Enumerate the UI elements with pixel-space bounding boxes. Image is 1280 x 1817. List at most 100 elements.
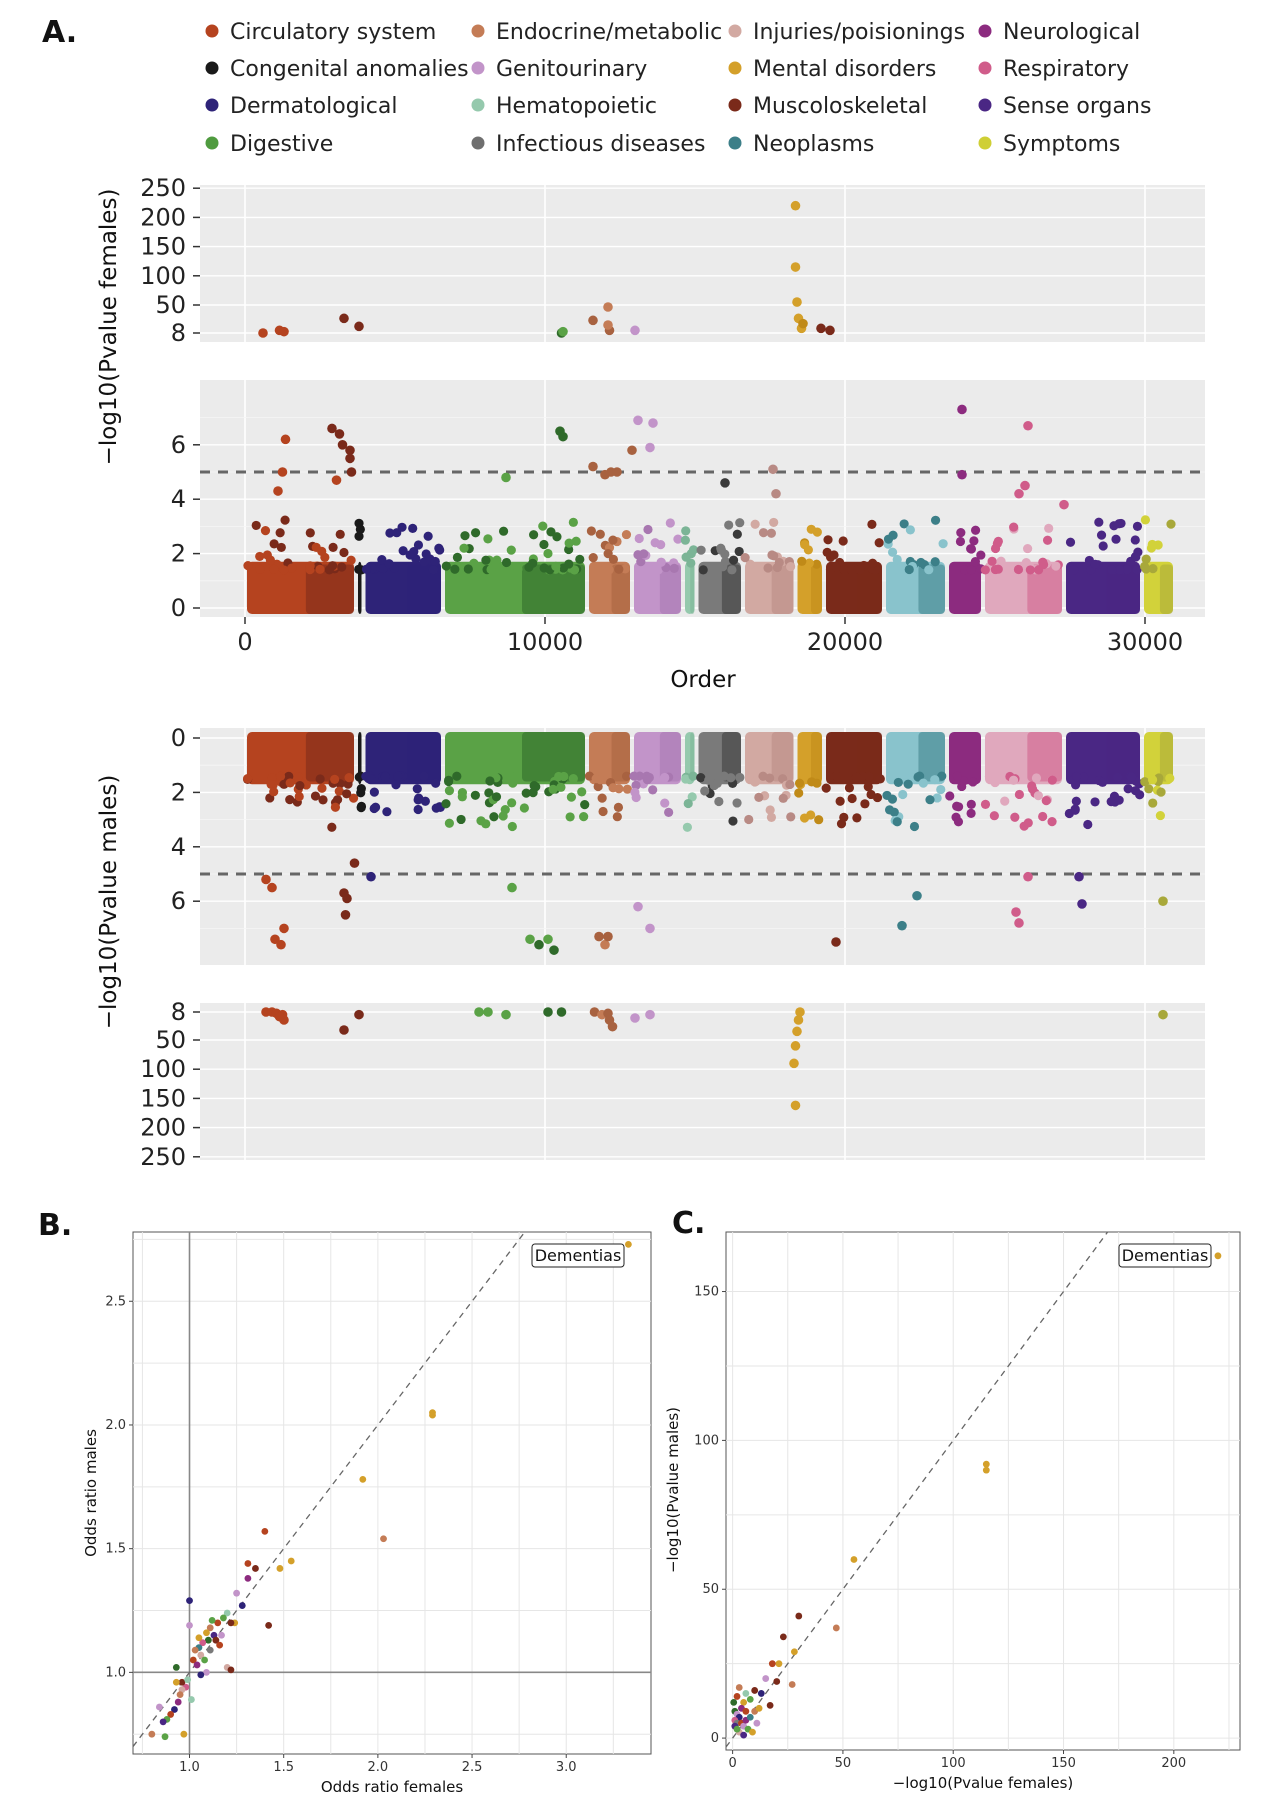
data-point [612,812,622,822]
data-point [700,786,710,796]
data-point [778,793,788,803]
data-point [421,549,431,559]
data-point-male [507,882,517,893]
data-point-male [790,1041,801,1051]
y-tick-label: 8 [171,319,186,347]
data-point [719,771,729,781]
data-point-male [790,1100,801,1111]
pvalue-plot-frame [725,1231,1241,1751]
data-point [507,798,517,808]
data-point [980,565,990,575]
category-block-shade [359,732,362,782]
diagonal-reference-line [132,1231,526,1747]
data-point [529,780,539,791]
x-tick-label: 1.5 [273,1760,294,1775]
data-point [980,799,991,810]
data-point-male [645,1009,655,1020]
data-point [838,536,848,546]
category-block-shade [856,564,882,614]
category-block-shade [611,732,630,782]
pvalue-x-axis-title: −log10(Pvalue females) [893,1774,1074,1792]
panel-label-c: C. [672,1206,705,1241]
data-point [155,1703,163,1711]
data-point-female [1023,420,1033,431]
males-high-panel [200,1003,1205,1160]
data-point [728,555,739,565]
data-point [199,1639,207,1647]
data-point-male [633,901,643,912]
data-point-female [501,472,511,483]
data-point [339,547,349,558]
data-point-male [279,923,289,934]
data-point [794,778,805,788]
data-point [744,814,754,825]
data-point [577,787,587,797]
panel-c: C. 0 50 100 150 200 0 50 100 150 Dementias −log1… [664,1206,1241,1792]
data-point [332,795,343,805]
data-point [953,802,964,812]
legend-label: Congenital anomalies [230,57,469,82]
data-point-female [798,318,808,329]
data-point [767,550,777,560]
panel-label-b: B. [38,1208,72,1243]
data-point-male [261,874,271,885]
data-point [1047,775,1057,785]
data-point [269,787,279,797]
data-point [987,556,997,566]
category-block-shade [522,732,585,782]
y-tick-label: 2.5 [105,1294,126,1309]
x-tick-label: 2.0 [368,1760,389,1775]
data-point-male [1158,1009,1168,1020]
data-point [459,543,469,553]
data-point [218,1631,225,1639]
data-point [513,564,523,574]
x-tick-label: 150 [1051,1756,1076,1771]
data-point [966,799,976,810]
data-point [1078,772,1089,782]
data-point [1144,784,1154,794]
data-point [460,531,470,541]
data-point [740,553,750,563]
x-tick-label: 100 [941,1756,966,1771]
dementias-label-c: Dementias [1118,1243,1212,1268]
data-point [252,1565,259,1572]
data-point [1130,552,1141,562]
data-point-male [594,931,604,942]
data-point [766,812,777,823]
data-point [966,808,976,818]
data-point-female [558,326,568,337]
data-point [204,1636,212,1644]
annotation-box [531,1243,625,1268]
data-point [746,1695,754,1703]
data-point [788,1681,796,1688]
legend-swatch [728,98,742,112]
data-point [745,559,755,569]
data-point [844,783,855,793]
data-point [268,780,278,790]
data-point-male [483,1007,493,1017]
data-point [1041,795,1051,806]
category-block-shade [918,564,945,614]
data-point-female [277,467,288,477]
category-block-shade [690,564,695,614]
data-point [586,526,596,536]
data-point [936,784,946,795]
data-point [233,1589,241,1597]
data-point [255,564,265,575]
data-point-male [474,1007,484,1017]
data-point [212,1636,220,1644]
data-point [539,539,549,550]
data-point [348,793,359,803]
data-point [643,524,653,535]
data-point [318,795,328,805]
data-point [1112,772,1123,782]
category-block-shade [721,732,741,782]
data-point [814,815,824,825]
data-point-male [501,1009,511,1020]
data-point [552,532,562,542]
data-point [925,795,935,805]
data-point [564,559,574,569]
data-point [486,564,496,575]
data-point-female [327,423,337,434]
